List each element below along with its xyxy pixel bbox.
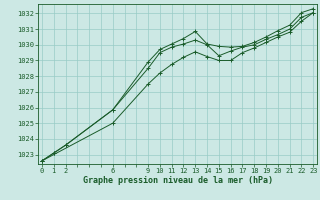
- X-axis label: Graphe pression niveau de la mer (hPa): Graphe pression niveau de la mer (hPa): [83, 176, 273, 185]
